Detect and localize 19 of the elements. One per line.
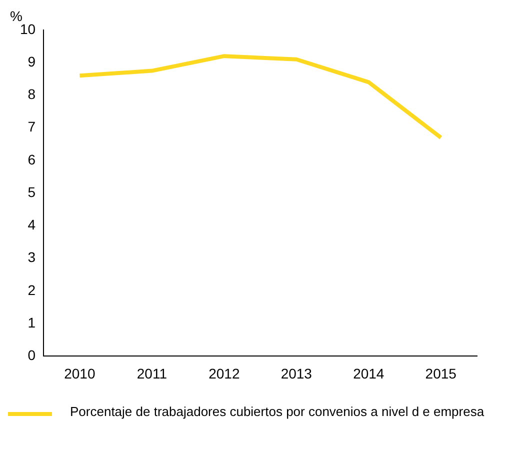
y-tick-label: 10 — [20, 20, 36, 37]
y-tick-label: 5 — [28, 184, 36, 200]
x-tick-label: 2011 — [136, 365, 168, 382]
x-tick-label: 2014 — [353, 365, 384, 382]
y-tick-label: 4 — [28, 216, 36, 233]
y-tick-label: 3 — [28, 249, 36, 266]
x-tick-label: 2010 — [64, 365, 96, 382]
x-tick-label: 2013 — [280, 365, 312, 382]
y-tick-label: 0 — [28, 347, 36, 364]
legend-label: Porcentaje de trabajadores cubiertos por convenios a nivel d e empresa — [70, 404, 484, 419]
y-tick-label: 9 — [28, 53, 36, 70]
y-tick-label: 7 — [28, 118, 36, 135]
x-tick-label: 2015 — [425, 365, 457, 382]
y-tick-label: 6 — [28, 151, 36, 168]
x-tick-label: 2012 — [208, 365, 240, 382]
y-tick-label: 8 — [28, 86, 36, 102]
y-tick-label: 1 — [28, 314, 36, 330]
y-tick-label: 2 — [28, 282, 36, 298]
y-axis-title: % — [10, 8, 22, 24]
